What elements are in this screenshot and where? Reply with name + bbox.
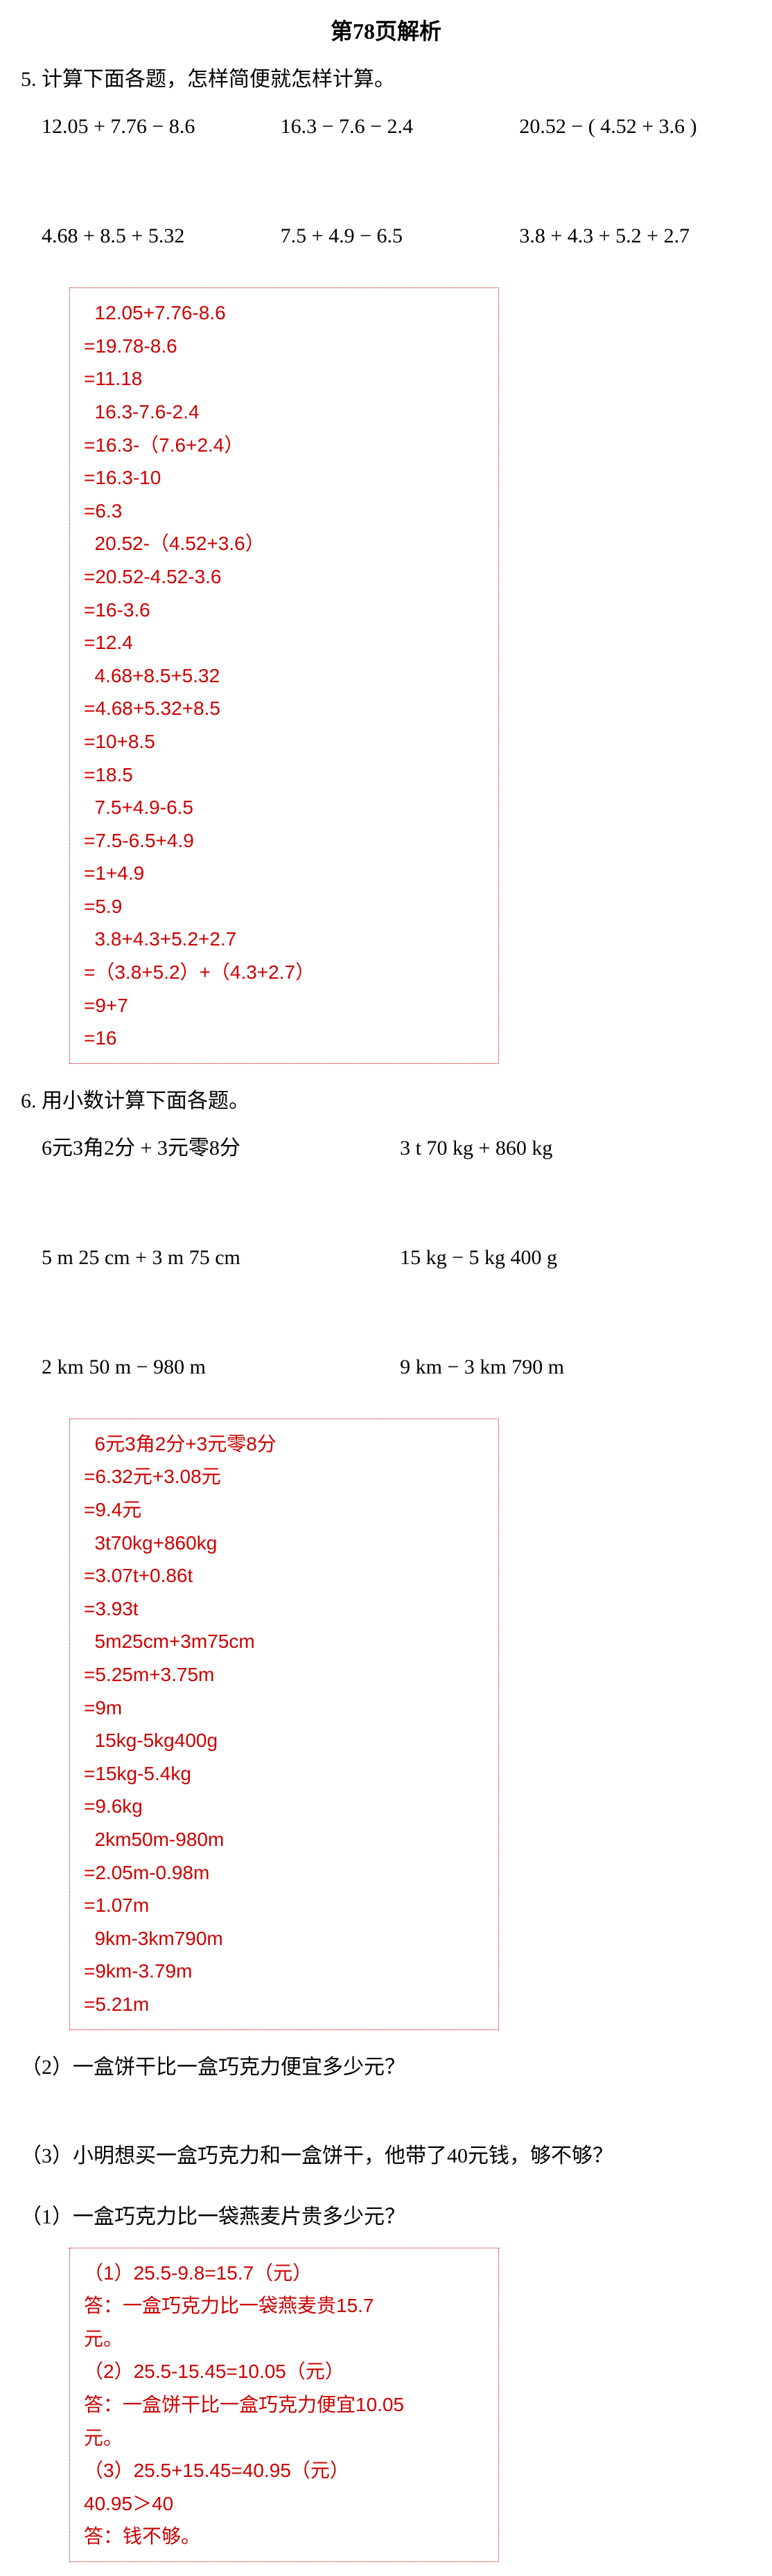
answer-line: =6.3 [84,495,484,528]
answer-line: =1+4.9 [84,857,484,890]
q6-r3-c2: 9 km − 3 km 790 m [400,1351,730,1384]
answer-line: =9.4元 [84,1493,484,1527]
answer-line: =9.6kg [84,1790,484,1823]
answer-line: （3）25.5+15.45=40.95（元） [84,2454,484,2487]
q7-answer-box: （1）25.5-9.8=15.7（元）答：一盒巧克力比一袋燕麦贵15.7元。（2… [69,2248,499,2562]
q6-r3-c1: 2 km 50 m − 980 m [42,1351,372,1384]
answer-line: =9+7 [84,989,484,1022]
answer-line: =7.5-6.5+4.9 [84,824,484,858]
q6-answer-box: 6元3角2分+3元零8分=6.32元+3.08元=9.4元 3t70kg+860… [69,1419,499,2030]
answer-line: =16.3-10 [84,461,484,495]
q7-sub2: （2）一盒饼干比一盒巧克力便宜多少元？ [0,2044,772,2091]
q5-r1-c3: 20.52 − ( 4.52 + 3.6 ) [519,110,730,143]
answer-line: 9km-3km790m [84,1922,484,1955]
q7-sub3: （3）小明想买一盒巧克力和一盒饼干，他带了40元钱，够不够？ [0,2133,772,2180]
answer-line: =9m [84,1691,484,1725]
answer-line: （2）25.5-15.45=10.05（元） [84,2355,484,2388]
answer-line: =19.78-8.6 [84,330,484,363]
answer-line: =15kg-5.4kg [84,1757,484,1791]
answer-line: =16 [84,1022,484,1055]
page-title: 第78页解析 [0,0,772,56]
answer-line: =1.07m [84,1889,484,1922]
q5-header: 5. 计算下面各题，怎样简便就怎样计算。 [0,56,772,103]
answer-line: =5.25m+3.75m [84,1658,484,1691]
answer-line: 4.68+8.5+5.32 [84,659,484,693]
answer-line: 12.05+7.76-8.6 [84,296,484,330]
answer-line: 3t70kg+860kg [84,1527,484,1560]
q6-r2-c1: 5 m 25 cm + 3 m 75 cm [42,1241,372,1274]
q5-r2-c3: 3.8 + 4.3 + 5.2 + 2.7 [519,220,730,253]
answer-line: =4.68+5.32+8.5 [84,692,484,725]
q6-row2: 5 m 25 cm + 3 m 75 cm 15 kg − 5 kg 400 g [0,1234,772,1302]
q6-header: 6. 用小数计算下面各题。 [0,1078,772,1125]
answer-line: 6元3角2分+3元零8分 [84,1428,484,1461]
answer-line: =16.3-（7.6+2.4） [84,429,484,462]
answer-line: 5m25cm+3m75cm [84,1625,484,1658]
answer-line: 元。 [84,2322,484,2356]
q6-row3: 2 km 50 m − 980 m 9 km − 3 km 790 m [0,1344,772,1412]
answer-line: =5.21m [84,1988,484,2021]
answer-line: =16-3.6 [84,594,484,627]
q5-answer-box: 12.05+7.76-8.6=19.78-8.6=11.18 16.3-7.6-… [69,287,499,1064]
answer-line: =2.05m-0.98m [84,1856,484,1890]
q5-r2-c1: 4.68 + 8.5 + 5.32 [42,220,253,253]
q6-row1: 6元3角2分 + 3元零8分 3 t 70 kg + 860 kg [0,1125,772,1193]
q5-r1-c1: 12.05 + 7.76 − 8.6 [42,110,253,143]
q6-r1-c2: 3 t 70 kg + 860 kg [400,1132,730,1165]
answer-line: 7.5+4.9-6.5 [84,791,484,824]
answer-line: 3.8+4.3+5.2+2.7 [84,923,484,956]
answer-line: 40.95＞40 [84,2487,484,2521]
answer-line: =20.52-4.52-3.6 [84,560,484,594]
answer-line: 20.52-（4.52+3.6） [84,527,484,560]
answer-line: 15kg-5kg400g [84,1724,484,1757]
answer-line: 答：一盒巧克力比一袋燕麦贵15.7 [84,2289,484,2322]
answer-line: =（3.8+5.2）+（4.3+2.7） [84,956,484,989]
answer-line: 2km50m-980m [84,1823,484,1856]
answer-line: 答：钱不够。 [84,2520,484,2553]
answer-line: 元。 [84,2422,484,2455]
q7-sub1: （1）一盒巧克力比一袋燕麦片贵多少元？ [0,2194,772,2241]
answer-line: =3.93t [84,1592,484,1626]
q5-r1-c2: 16.3 − 7.6 − 2.4 [281,110,492,143]
answer-line: =3.07t+0.86t [84,1559,484,1592]
answer-line: =11.18 [84,362,484,396]
answer-line: 16.3-7.6-2.4 [84,396,484,429]
answer-line: 答：一盒饼干比一盒巧克力便宜10.05 [84,2388,484,2422]
q6-r1-c1: 6元3角2分 + 3元零8分 [42,1132,372,1165]
answer-line: =12.4 [84,626,484,659]
answer-line: =5.9 [84,890,484,923]
answer-line: =10+8.5 [84,725,484,758]
q5-r2-c2: 7.5 + 4.9 − 6.5 [281,220,492,253]
answer-line: =6.32元+3.08元 [84,1460,484,1493]
q6-r2-c2: 15 kg − 5 kg 400 g [400,1241,730,1274]
answer-line: （1）25.5-9.8=15.7（元） [84,2257,484,2290]
q5-row1: 12.05 + 7.76 − 8.6 16.3 − 7.6 − 2.4 20.5… [0,103,772,171]
answer-line: =9km-3.79m [84,1955,484,1988]
q5-row2: 4.68 + 8.5 + 5.32 7.5 + 4.9 − 6.5 3.8 + … [0,213,772,281]
answer-line: =18.5 [84,758,484,792]
